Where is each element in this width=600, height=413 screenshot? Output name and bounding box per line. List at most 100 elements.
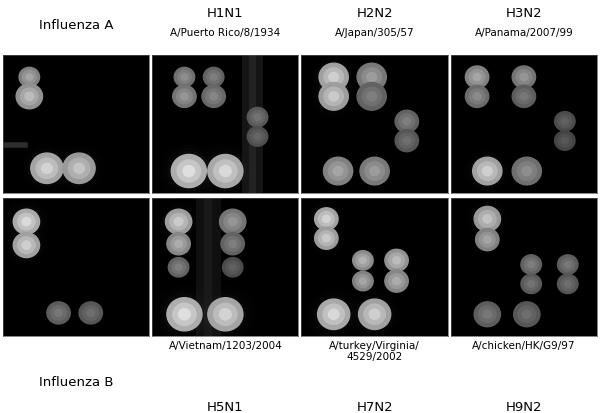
Circle shape	[25, 93, 34, 101]
Circle shape	[521, 255, 541, 275]
Circle shape	[225, 237, 241, 252]
Circle shape	[74, 164, 85, 174]
Circle shape	[356, 254, 370, 267]
Circle shape	[466, 67, 489, 89]
Circle shape	[323, 158, 353, 185]
Circle shape	[395, 111, 419, 133]
Circle shape	[478, 162, 497, 181]
Circle shape	[208, 155, 243, 188]
Circle shape	[167, 298, 202, 331]
Circle shape	[23, 71, 36, 84]
Circle shape	[17, 214, 35, 230]
Circle shape	[174, 218, 183, 226]
Circle shape	[365, 162, 385, 181]
Circle shape	[357, 64, 386, 92]
Text: H9N2: H9N2	[506, 400, 542, 413]
Circle shape	[36, 159, 58, 179]
Circle shape	[466, 86, 489, 108]
Text: H3N2: H3N2	[506, 7, 542, 20]
Circle shape	[362, 69, 382, 87]
Circle shape	[517, 162, 536, 181]
Circle shape	[385, 250, 408, 272]
Circle shape	[524, 278, 538, 291]
Circle shape	[522, 167, 532, 176]
Circle shape	[561, 278, 575, 291]
Circle shape	[520, 93, 528, 101]
Circle shape	[469, 71, 485, 85]
Circle shape	[79, 302, 103, 324]
Circle shape	[251, 112, 265, 124]
Circle shape	[521, 275, 541, 294]
Circle shape	[13, 233, 40, 258]
Circle shape	[176, 90, 192, 104]
Circle shape	[228, 218, 237, 226]
Circle shape	[565, 281, 571, 287]
Circle shape	[203, 68, 224, 88]
Circle shape	[479, 233, 495, 247]
Circle shape	[175, 264, 182, 271]
Circle shape	[518, 306, 536, 323]
Circle shape	[557, 275, 578, 294]
Circle shape	[483, 311, 492, 319]
Text: A/chicken/HK/G9/97: A/chicken/HK/G9/97	[472, 340, 575, 350]
Circle shape	[210, 75, 217, 81]
Circle shape	[395, 130, 419, 152]
Circle shape	[523, 311, 531, 319]
Circle shape	[367, 73, 377, 83]
Circle shape	[172, 261, 185, 274]
Circle shape	[206, 90, 221, 104]
Circle shape	[214, 161, 237, 183]
Circle shape	[479, 211, 496, 228]
Circle shape	[554, 112, 575, 132]
Text: A/Puerto Rico/8/1934: A/Puerto Rico/8/1934	[170, 28, 281, 38]
Circle shape	[322, 216, 330, 223]
Circle shape	[319, 64, 348, 92]
Circle shape	[403, 118, 410, 126]
Circle shape	[210, 93, 218, 101]
Text: A/Vietnam/1203/2004: A/Vietnam/1203/2004	[169, 340, 282, 350]
Circle shape	[171, 237, 187, 252]
Circle shape	[512, 67, 536, 89]
Circle shape	[483, 215, 492, 223]
Circle shape	[474, 302, 500, 327]
Circle shape	[319, 212, 334, 227]
Circle shape	[181, 93, 188, 101]
Circle shape	[247, 128, 268, 147]
Circle shape	[558, 116, 572, 128]
Text: A/Japan/305/57: A/Japan/305/57	[335, 28, 415, 38]
Circle shape	[324, 69, 343, 87]
Circle shape	[229, 240, 236, 248]
Circle shape	[362, 88, 382, 106]
Circle shape	[247, 108, 268, 128]
Circle shape	[356, 275, 370, 288]
Circle shape	[13, 210, 40, 235]
Text: Influenza A: Influenza A	[39, 19, 113, 31]
Circle shape	[359, 299, 391, 330]
Circle shape	[359, 258, 367, 264]
Circle shape	[26, 75, 33, 81]
Circle shape	[469, 90, 485, 104]
Circle shape	[479, 306, 496, 323]
Circle shape	[399, 134, 415, 149]
Circle shape	[565, 262, 571, 268]
Circle shape	[353, 272, 373, 291]
Circle shape	[22, 218, 31, 226]
Circle shape	[220, 210, 246, 235]
Circle shape	[224, 214, 241, 230]
Circle shape	[516, 71, 532, 85]
Text: H5N1: H5N1	[207, 400, 244, 413]
Circle shape	[223, 258, 243, 277]
Text: H1N1: H1N1	[207, 7, 244, 20]
Circle shape	[554, 132, 575, 151]
Circle shape	[322, 235, 330, 242]
Text: A/turkey/Virginia/
4529/2002: A/turkey/Virginia/ 4529/2002	[329, 340, 420, 361]
Circle shape	[16, 85, 43, 109]
Circle shape	[207, 71, 220, 84]
Circle shape	[367, 93, 377, 102]
Circle shape	[524, 259, 538, 271]
Circle shape	[329, 73, 338, 83]
Circle shape	[173, 304, 196, 325]
Circle shape	[202, 86, 226, 108]
Circle shape	[183, 166, 194, 177]
Circle shape	[19, 68, 40, 88]
